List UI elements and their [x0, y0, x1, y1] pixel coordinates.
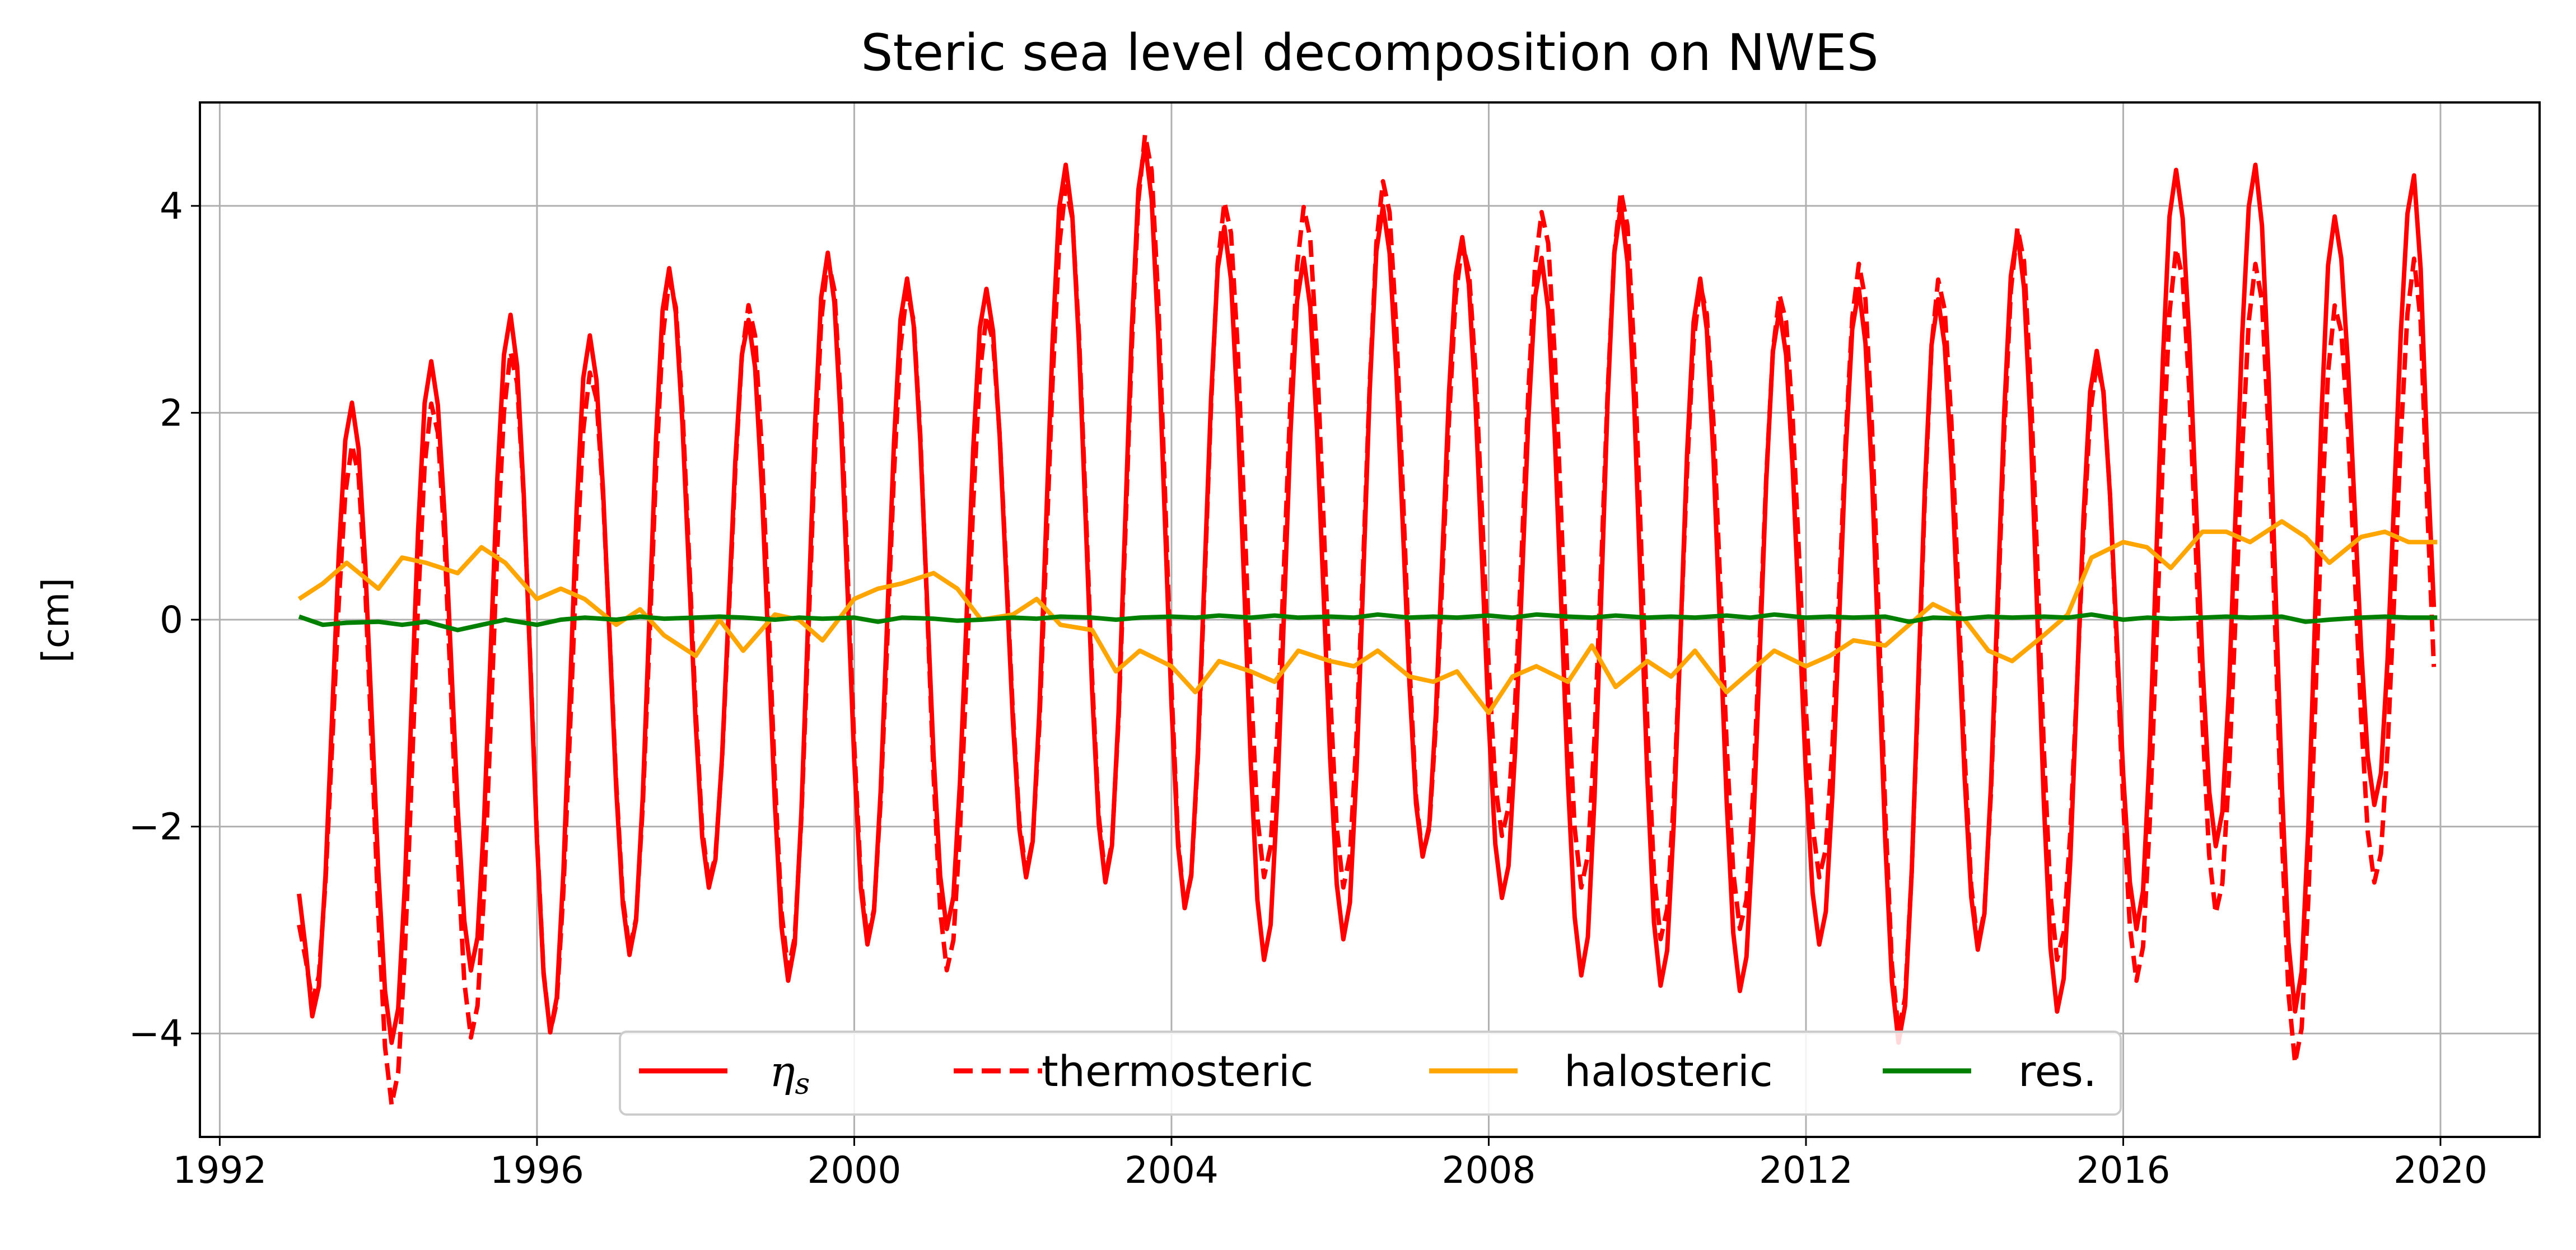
- x-tick-label: 2016: [2076, 1149, 2170, 1192]
- x-tick-label: 2020: [2393, 1149, 2488, 1192]
- y-tick-label: 0: [160, 598, 183, 642]
- series-line-halosteric: [297, 519, 2438, 715]
- legend-label-thermosteric: thermosteric: [1042, 1046, 1313, 1096]
- y-tick-label: 2: [160, 391, 183, 434]
- axis-ticks: 1992 1996 2000 2004 2008 2012 2016 2020 −4 −2 0 2 4: [129, 185, 2488, 1192]
- x-tick-label: 2000: [807, 1149, 901, 1192]
- legend-box: [619, 1031, 2122, 1116]
- y-tick-label: −4: [129, 1012, 183, 1055]
- y-tick-label: 4: [160, 185, 183, 228]
- x-tick-label: 2008: [1441, 1149, 1536, 1192]
- x-tick-label: 1996: [490, 1149, 584, 1192]
- y-tick-label: −2: [129, 806, 183, 849]
- legend-label-halosteric: halosteric: [1564, 1046, 1773, 1096]
- x-tick-label: 2004: [1124, 1149, 1219, 1192]
- legend-label-res: res.: [2018, 1046, 2097, 1096]
- x-tick-label: 1992: [172, 1149, 267, 1192]
- y-axis-label: [cm]: [34, 578, 77, 663]
- series-line-eta-s: [297, 142, 2437, 1045]
- legend: ηs thermosteric halosteric res.: [619, 1031, 2122, 1116]
- series-line-res: [298, 612, 2438, 633]
- data-series: [297, 132, 2438, 1107]
- chart-title: Steric sea level decomposition on NWES: [861, 24, 1878, 82]
- x-tick-label: 2012: [1759, 1149, 1853, 1192]
